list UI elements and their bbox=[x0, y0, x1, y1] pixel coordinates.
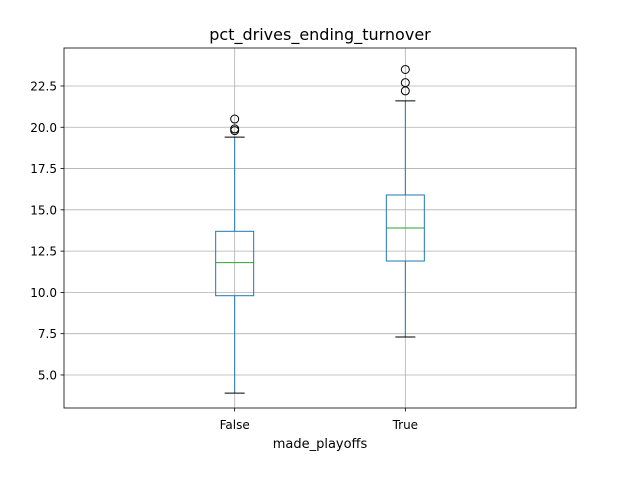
y-tick-label: 12.5 bbox=[30, 245, 57, 259]
y-tick-label: 22.5 bbox=[30, 79, 57, 93]
y-tick-label: 5.0 bbox=[38, 368, 57, 382]
outlier-point bbox=[230, 114, 240, 124]
x-axis-label: made_playoffs bbox=[273, 437, 368, 452]
y-tick-label: 10.0 bbox=[30, 286, 57, 300]
x-tick-label: False bbox=[220, 418, 250, 432]
iqr-box bbox=[215, 230, 255, 297]
axes-frame bbox=[63, 47, 577, 409]
outlier-point bbox=[230, 124, 240, 134]
y-tick-label: 17.5 bbox=[30, 162, 57, 176]
y-tick-label: 20.0 bbox=[30, 121, 57, 135]
outlier-point bbox=[400, 64, 410, 74]
outlier-point bbox=[400, 78, 410, 88]
x-tick-label: True bbox=[392, 418, 419, 432]
axis-ticks: 5.0 7.5 10.0 12.5 15.0 17.5 20.0 22.5 False True bbox=[30, 79, 418, 432]
plot-area bbox=[215, 64, 425, 394]
y-tick-label: 7.5 bbox=[38, 327, 57, 341]
y-tick-label: 15.0 bbox=[30, 203, 57, 217]
chart-title: pct_drives_ending_turnover bbox=[209, 25, 431, 45]
